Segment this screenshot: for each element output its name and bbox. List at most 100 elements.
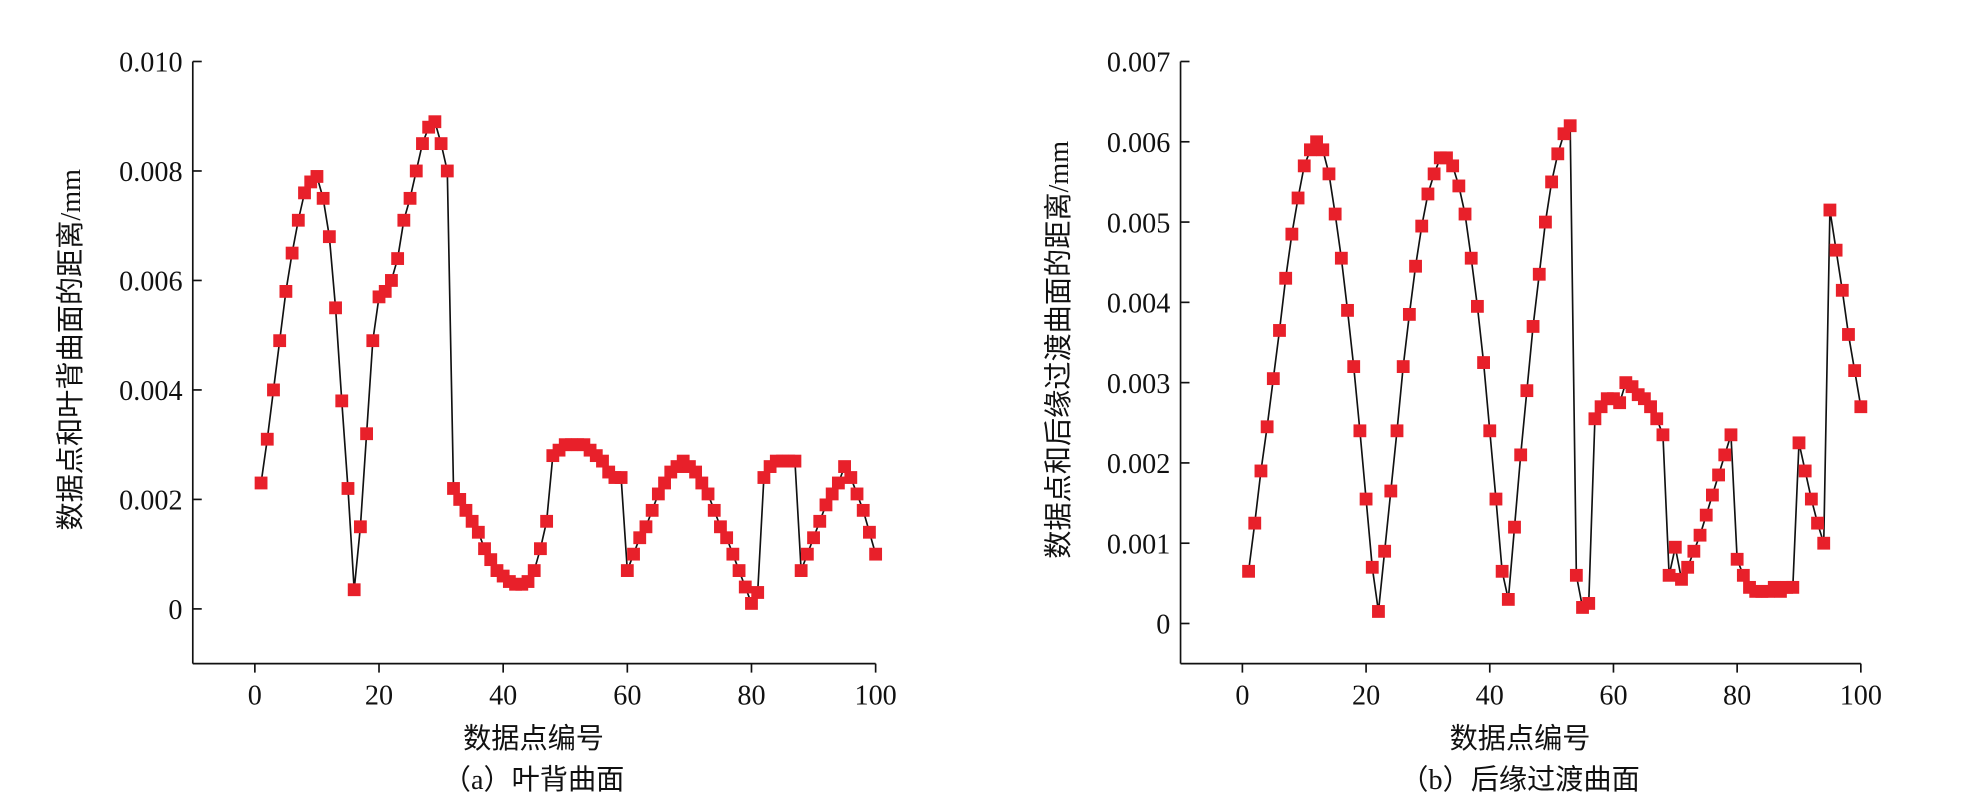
data-marker: [1372, 605, 1385, 618]
data-marker: [322, 230, 336, 244]
x-axis-label: 数据点编号: [1450, 723, 1591, 755]
data-marker: [689, 465, 703, 479]
data-marker: [714, 520, 727, 534]
y-axis-label: 数据点和叶背曲面的距离/mm: [55, 169, 87, 531]
data-marker: [869, 547, 883, 561]
data-marker: [298, 186, 311, 200]
data-marker: [863, 525, 876, 539]
data-marker: [341, 482, 355, 495]
data-marker: [1353, 424, 1367, 438]
x-tick-label: 100: [855, 681, 897, 712]
data-marker: [310, 170, 324, 183]
data-marker: [273, 334, 287, 348]
data-marker: [639, 520, 653, 534]
data-marker: [1328, 207, 1342, 221]
data-marker: [471, 525, 485, 539]
y-tick-label: 0.006: [1107, 128, 1170, 159]
data-marker: [1464, 251, 1478, 265]
y-tick-label: 0.010: [119, 48, 182, 79]
data-marker: [1396, 360, 1410, 373]
data-marker: [1279, 271, 1293, 285]
y-tick-label: 0: [1156, 610, 1170, 641]
data-marker: [695, 476, 709, 490]
data-marker: [1804, 492, 1818, 506]
data-marker: [1273, 324, 1286, 337]
data-marker: [1470, 299, 1484, 313]
data-marker: [1823, 203, 1837, 217]
data-marker: [1501, 593, 1515, 606]
data-marker: [285, 246, 299, 260]
data-marker: [540, 514, 554, 528]
data-marker: [1446, 159, 1460, 173]
data-marker: [1817, 536, 1831, 550]
data-marker: [1644, 400, 1657, 414]
data-marker: [459, 503, 473, 517]
data-marker: [484, 553, 498, 567]
data-marker: [260, 432, 274, 446]
data-marker: [1656, 428, 1670, 442]
y-tick-label: 0.003: [1107, 369, 1170, 400]
data-marker: [807, 531, 820, 545]
data-marker: [434, 137, 448, 151]
data-marker: [360, 427, 374, 441]
data-marker: [385, 274, 398, 287]
data-marker: [1613, 396, 1627, 410]
x-tick-label: 60: [613, 681, 641, 712]
data-line: [260, 120, 877, 606]
data-marker: [1693, 528, 1707, 542]
data-marker: [1291, 191, 1305, 205]
data-marker: [1662, 568, 1676, 582]
y-tick-label: 0.007: [1107, 48, 1170, 79]
data-marker: [1477, 356, 1490, 369]
y-tick-label: 0: [168, 595, 182, 626]
data-marker: [1798, 464, 1812, 478]
data-marker: [1675, 572, 1688, 586]
data-marker: [403, 191, 417, 205]
data-marker: [416, 137, 429, 151]
y-tick-label: 0.005: [1107, 208, 1170, 239]
data-marker: [428, 115, 442, 129]
data-marker: [1539, 215, 1552, 229]
data-marker: [1483, 424, 1497, 438]
data-marker: [651, 487, 665, 501]
data-marker: [378, 284, 392, 298]
data-marker: [329, 301, 342, 315]
y-tick-label: 0.004: [1107, 289, 1170, 320]
data-marker: [1718, 448, 1732, 462]
data-marker: [1650, 412, 1664, 426]
data-marker: [440, 164, 454, 178]
data-marker: [633, 531, 647, 545]
data-marker: [1681, 560, 1695, 574]
chart-panel: 0 0.001 0.002 0.003 0.004 0.005 0.006 0.007 0 20 4…: [1043, 48, 1882, 796]
x-tick-label: 40: [489, 681, 517, 712]
data-marker: [335, 394, 349, 408]
data-marker: [347, 583, 361, 597]
data-marker: [279, 284, 293, 298]
data-marker: [794, 564, 808, 577]
data-marker: [1786, 580, 1800, 594]
data-marker: [738, 580, 752, 594]
data-marker: [1712, 468, 1726, 482]
x-tick-label: 100: [1840, 681, 1882, 712]
x-tick-label: 0: [248, 681, 262, 712]
data-marker: [1582, 597, 1596, 610]
data-marker: [1687, 544, 1701, 558]
data-marker: [1334, 251, 1348, 265]
data-marker: [645, 503, 659, 517]
data-marker: [856, 503, 870, 517]
data-marker: [1316, 143, 1330, 157]
data-marker: [1854, 400, 1868, 414]
data-marker: [1384, 484, 1398, 498]
data-marker: [1563, 119, 1577, 133]
data-marker: [788, 454, 802, 468]
data-marker: [1266, 372, 1280, 386]
y-tick-label: 0.006: [119, 267, 182, 298]
data-marker: [726, 547, 740, 561]
x-tick-label: 80: [737, 681, 765, 712]
data-marker: [1242, 564, 1255, 578]
y-tick-label: 0.004: [119, 376, 182, 407]
x-tick-label: 0: [1235, 681, 1249, 712]
data-marker: [1248, 516, 1262, 530]
data-marker: [1415, 219, 1429, 233]
